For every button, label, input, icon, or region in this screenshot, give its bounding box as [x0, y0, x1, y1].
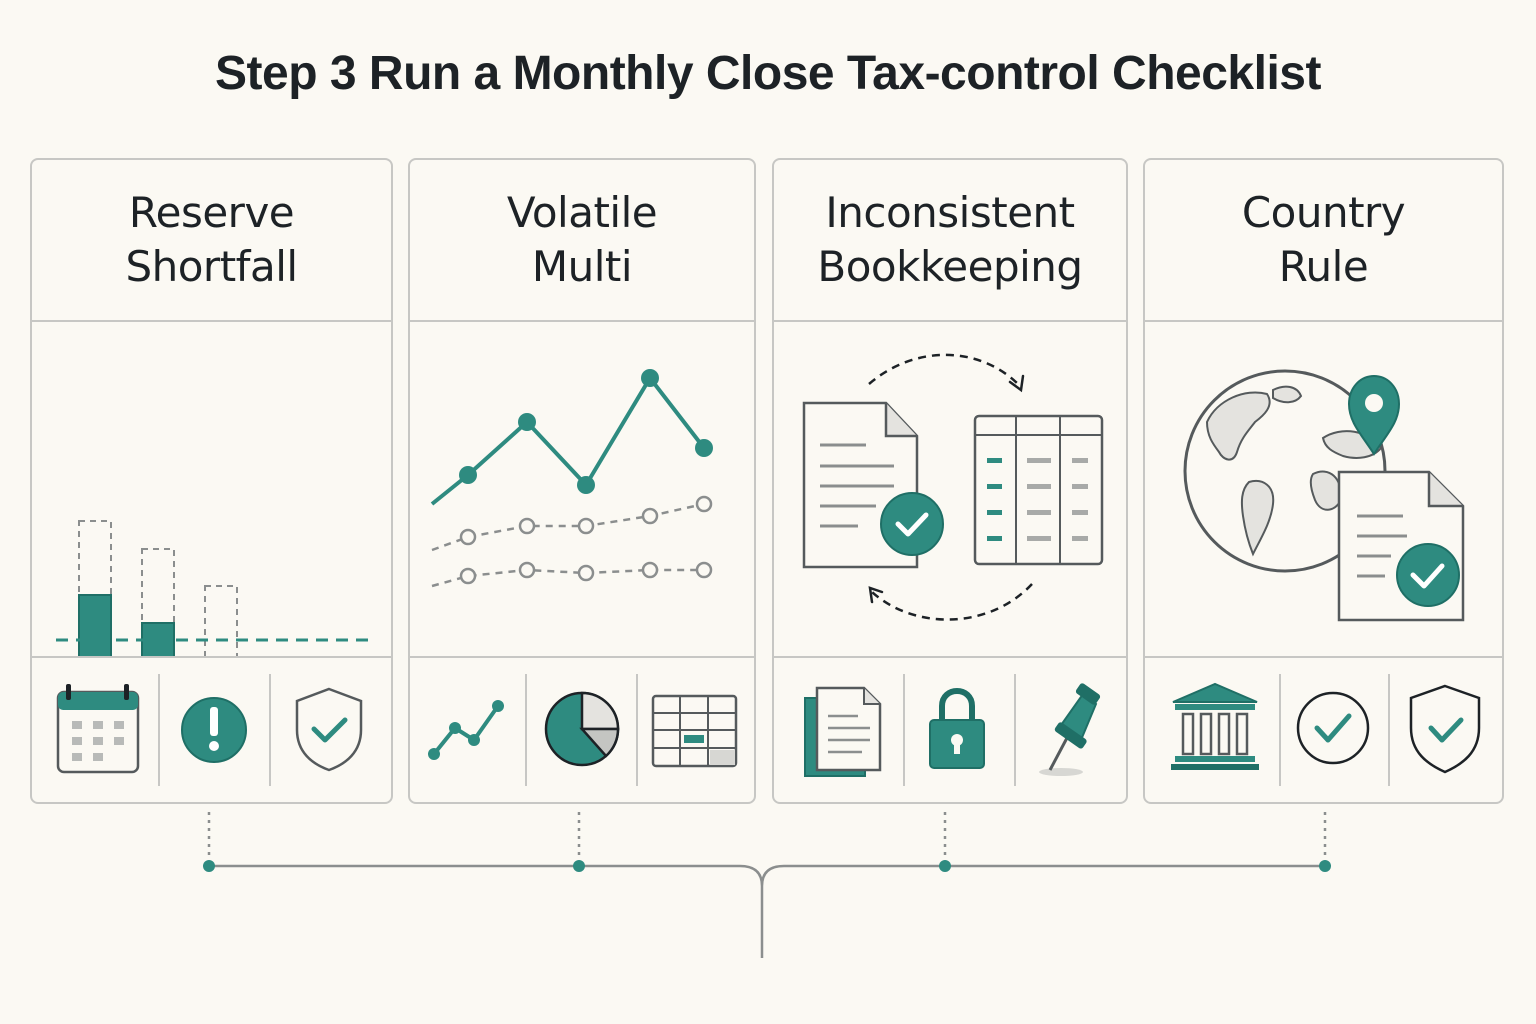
- card-title-line2: Multi: [531, 242, 633, 291]
- card-title-line2: Rule: [1278, 242, 1369, 291]
- baseline-point: [459, 567, 477, 585]
- shield-check-icon: [1409, 684, 1481, 774]
- volatile-series-line: [430, 376, 706, 506]
- location-pin-icon: [1347, 374, 1401, 456]
- alert-icon: [181, 697, 247, 763]
- baseline-point: [641, 561, 659, 579]
- document-check-icon: [1337, 470, 1465, 622]
- volatile-point: [518, 413, 536, 431]
- connector-branch-line: [209, 864, 1325, 958]
- card-icon-row: [774, 656, 1126, 802]
- connector-node: [573, 860, 585, 872]
- card-title-line2: Bookkeeping: [817, 242, 1083, 291]
- reserve-target-outline: [141, 548, 175, 625]
- card-inconsistent-bookkeeping: Inconsistent Bookkeeping: [772, 158, 1128, 804]
- padlock-icon: [929, 688, 985, 769]
- card-country-rule: Country Rule: [1143, 158, 1504, 804]
- card-title-line1: Country: [1241, 188, 1406, 237]
- document-check-icon: [802, 401, 944, 569]
- page-title: Step 3 Run a Monthly Close Tax-control C…: [215, 47, 1321, 100]
- reserve-bar-chart-illustration: [56, 520, 370, 656]
- globe-icon: [1183, 369, 1387, 573]
- baseline-point: [459, 528, 477, 546]
- reserve-bar: [78, 594, 112, 656]
- sync-arrow-top: [868, 353, 1020, 386]
- volatile-point: [577, 476, 595, 494]
- bank-icon: [1171, 682, 1259, 770]
- shield-check-icon: [295, 687, 363, 772]
- baseline-point: [577, 517, 595, 535]
- connector-node: [1319, 860, 1331, 872]
- card-title: Inconsistent Bookkeeping: [817, 186, 1083, 294]
- connector-node: [203, 860, 215, 872]
- documents-icon: [804, 686, 882, 777]
- card-header: Country Rule: [1145, 160, 1502, 322]
- line-chart-icon: [428, 700, 504, 760]
- card-title-line1: Reserve: [128, 188, 295, 237]
- spreadsheet-icon: [651, 694, 738, 768]
- baseline-point: [695, 495, 713, 513]
- pushpin-icon: [1039, 683, 1101, 776]
- card-icon-row: [1145, 656, 1502, 802]
- card-title-line2: Shortfall: [125, 242, 298, 291]
- card-title-line1: Inconsistent: [825, 188, 1075, 237]
- card-reserve-shortfall: Reserve Shortfall: [30, 158, 393, 804]
- reserve-target-outline: [78, 520, 112, 597]
- connector-node: [939, 860, 951, 872]
- card-title: Country Rule: [1241, 186, 1406, 294]
- sync-arrow-bottom: [871, 583, 1033, 621]
- ledger-table-icon: [973, 414, 1104, 566]
- card-volatile-multi: Volatile Multi: [408, 158, 756, 804]
- volatile-point: [695, 439, 713, 457]
- baseline-point: [641, 507, 659, 525]
- volatile-point: [459, 466, 477, 484]
- pie-chart-icon: [544, 691, 620, 767]
- globe-location-document-illustration: [1183, 369, 1465, 622]
- card-title-line1: Volatile: [506, 188, 658, 237]
- volatile-line-chart-illustration: [430, 369, 713, 588]
- document-ledger-sync-illustration: [802, 353, 1104, 621]
- baseline-point: [577, 564, 595, 582]
- card-header: Reserve Shortfall: [32, 160, 391, 322]
- baseline-point: [518, 517, 536, 535]
- calendar-icon: [56, 684, 140, 774]
- baseline-point: [695, 561, 713, 579]
- card-title: Reserve Shortfall: [125, 186, 298, 294]
- reserve-target-outline: [204, 585, 238, 656]
- card-header: Volatile Multi: [410, 160, 754, 322]
- card-header: Inconsistent Bookkeeping: [774, 160, 1126, 322]
- card-icon-row: [410, 656, 754, 802]
- baseline-point: [518, 561, 536, 579]
- card-title: Volatile Multi: [506, 186, 658, 294]
- card-icon-row: [32, 656, 391, 802]
- check-circle-icon: [1296, 691, 1370, 765]
- volatile-point: [641, 369, 659, 387]
